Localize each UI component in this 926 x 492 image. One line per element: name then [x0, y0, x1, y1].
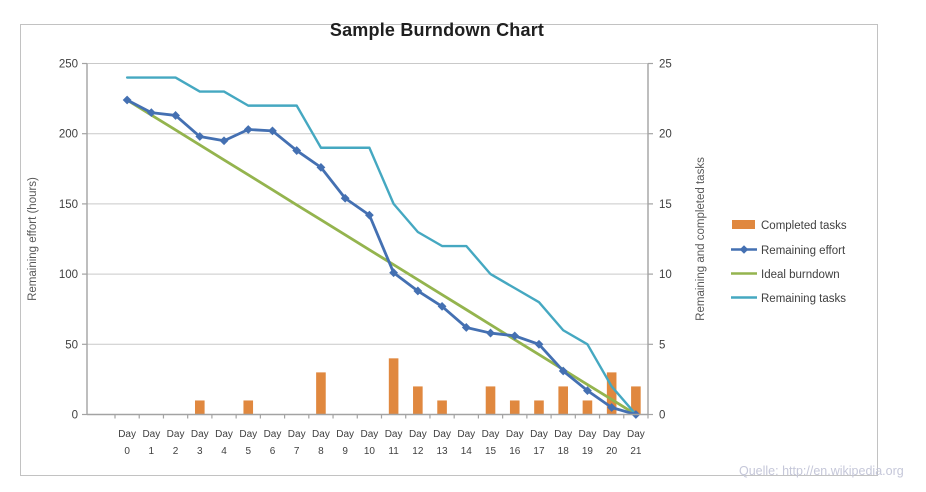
svg-text:0: 0: [124, 446, 130, 457]
svg-text:100: 100: [59, 269, 78, 281]
remaining-effort-swatch-icon: [731, 242, 757, 260]
remaining-tasks-swatch-icon: [731, 290, 757, 308]
svg-text:Day: Day: [482, 429, 500, 440]
svg-text:7: 7: [294, 446, 300, 457]
svg-text:20: 20: [659, 129, 672, 141]
left-axis-title: Remaining effort (hours): [27, 177, 39, 301]
svg-text:5: 5: [659, 339, 665, 351]
legend-label: Ideal burndown: [761, 268, 840, 281]
svg-text:8: 8: [318, 446, 324, 457]
svg-text:Day: Day: [215, 429, 233, 440]
svg-text:Day: Day: [360, 429, 378, 440]
legend-label: Completed tasks: [761, 220, 847, 233]
svg-text:15: 15: [485, 446, 497, 457]
svg-text:Day: Day: [579, 429, 597, 440]
svg-text:Day: Day: [336, 429, 354, 440]
svg-text:0: 0: [72, 410, 78, 422]
svg-text:13: 13: [437, 446, 449, 457]
svg-text:Day: Day: [530, 429, 548, 440]
svg-text:Day: Day: [142, 429, 160, 440]
legend-item-remaining-effort: Remaining effort: [731, 238, 847, 262]
right-axis-title: Remaining and completed tasks: [695, 157, 707, 321]
svg-text:0: 0: [659, 410, 665, 422]
svg-text:Day: Day: [118, 429, 136, 440]
legend-item-remaining-tasks: Remaining tasks: [731, 287, 847, 311]
svg-text:Day: Day: [264, 429, 282, 440]
chart-title: Sample Burndown Chart: [329, 20, 545, 40]
svg-text:Day: Day: [167, 429, 185, 440]
svg-text:3: 3: [197, 446, 203, 457]
svg-text:Day: Day: [312, 429, 330, 440]
svg-text:Day: Day: [385, 429, 403, 440]
svg-text:12: 12: [412, 446, 424, 457]
svg-text:25: 25: [659, 59, 672, 71]
legend-label: Remaining tasks: [761, 293, 847, 306]
svg-text:Day: Day: [457, 429, 475, 440]
ideal-burndown-swatch-icon: [731, 266, 757, 284]
svg-text:19: 19: [582, 446, 594, 457]
svg-text:11: 11: [388, 446, 399, 457]
svg-text:2: 2: [173, 446, 179, 457]
svg-text:17: 17: [533, 446, 545, 457]
svg-text:Day: Day: [603, 429, 621, 440]
svg-text:4: 4: [221, 446, 227, 457]
svg-text:20: 20: [606, 446, 618, 457]
svg-text:10: 10: [659, 269, 672, 281]
svg-text:Day: Day: [191, 429, 209, 440]
legend-item-ideal-burndown: Ideal burndown: [731, 263, 847, 287]
svg-text:Day: Day: [554, 429, 572, 440]
legend-item-completed-tasks: Completed tasks: [731, 214, 847, 238]
svg-text:150: 150: [59, 199, 78, 211]
svg-text:Day: Day: [288, 429, 306, 440]
svg-text:250: 250: [59, 59, 78, 71]
legend: Completed tasks Remaining effort Ideal b…: [731, 214, 847, 312]
attribution-text: Quelle: http://en.wikipedia.org: [739, 464, 904, 478]
svg-text:10: 10: [364, 446, 376, 457]
svg-text:5: 5: [245, 446, 251, 457]
completed-tasks-swatch-icon: [731, 217, 757, 235]
svg-text:18: 18: [558, 446, 570, 457]
svg-text:Day: Day: [506, 429, 524, 440]
svg-text:14: 14: [461, 446, 473, 457]
svg-text:15: 15: [659, 199, 672, 211]
svg-text:Day: Day: [627, 429, 645, 440]
svg-text:1: 1: [149, 446, 155, 457]
svg-text:Day: Day: [239, 429, 257, 440]
svg-text:9: 9: [342, 446, 348, 457]
svg-text:21: 21: [630, 446, 642, 457]
svg-text:200: 200: [59, 129, 78, 141]
legend-label: Remaining effort: [761, 244, 846, 257]
svg-text:16: 16: [509, 446, 521, 457]
svg-text:Day: Day: [433, 429, 451, 440]
svg-text:50: 50: [65, 339, 78, 351]
svg-text:Day: Day: [409, 429, 427, 440]
svg-text:6: 6: [270, 446, 276, 457]
